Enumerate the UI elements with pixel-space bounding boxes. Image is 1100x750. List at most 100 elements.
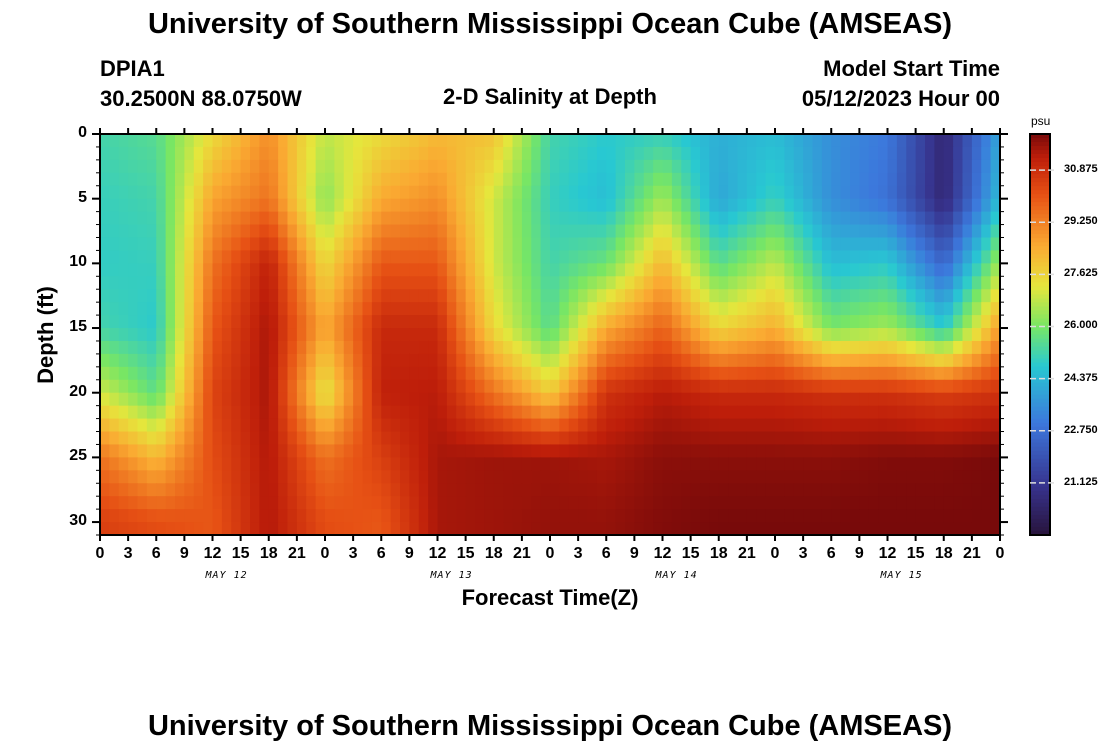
colorbar-band	[1030, 266, 1050, 271]
heatmap-cell	[465, 496, 476, 510]
heatmap-cell	[437, 250, 448, 264]
heatmap-cell	[146, 379, 157, 394]
heatmap-cell	[268, 340, 279, 355]
heatmap-cell	[990, 366, 1000, 381]
heatmap-cell	[137, 496, 148, 510]
heatmap-cell	[137, 353, 148, 368]
heatmap-cell	[475, 250, 485, 264]
heatmap-cell	[418, 418, 429, 433]
heatmap-cell	[803, 250, 814, 264]
heatmap-cell	[418, 496, 429, 510]
heatmap-cell	[325, 340, 335, 355]
heatmap-cell	[503, 146, 514, 161]
heatmap-cell	[437, 198, 448, 213]
heatmap-cell	[409, 276, 420, 290]
heatmap-cell	[259, 366, 270, 381]
heatmap-cell	[737, 405, 748, 420]
heatmap-cell	[596, 198, 607, 213]
heatmap-cell	[981, 315, 992, 329]
heatmap-cell	[606, 392, 617, 407]
colorbar-band	[1030, 410, 1050, 416]
heatmap-cell	[700, 159, 710, 174]
heatmap-cell	[578, 392, 589, 407]
x-tick-label: 6	[376, 545, 386, 562]
heatmap-cell	[531, 340, 542, 355]
heatmap-cell	[671, 444, 682, 458]
heatmap-cell	[906, 250, 917, 264]
heatmap-cell	[343, 185, 354, 200]
heatmap-cell	[568, 328, 579, 342]
heatmap-cell	[165, 263, 176, 277]
heatmap-cell	[278, 289, 289, 303]
heatmap-cell	[812, 185, 823, 200]
heatmap-cell	[306, 198, 317, 213]
heatmap-cell	[240, 198, 251, 213]
heatmap-cell	[259, 522, 270, 535]
heatmap-cell	[409, 509, 420, 523]
heatmap-cell	[596, 263, 607, 277]
heatmap-cell	[587, 302, 598, 316]
heatmap-cell	[193, 340, 204, 355]
heatmap-cell	[512, 392, 523, 407]
heatmap-cell	[221, 509, 232, 523]
heatmap-cell	[550, 172, 560, 187]
heatmap-cell	[521, 237, 532, 252]
heatmap-cell	[334, 522, 345, 535]
colorbar-band	[1030, 350, 1050, 356]
colorbar-band	[1030, 474, 1050, 480]
heatmap-cell	[887, 146, 898, 161]
heatmap-cell	[840, 302, 851, 316]
heatmap-cell	[934, 211, 945, 226]
heatmap-cell	[840, 172, 851, 187]
heatmap-cell	[296, 366, 307, 381]
heatmap-cell	[400, 405, 410, 420]
heatmap-cell	[906, 392, 917, 407]
heatmap-cell	[334, 263, 345, 277]
heatmap-cell	[925, 134, 935, 148]
heatmap-cell	[503, 276, 514, 290]
heatmap-cell	[868, 185, 879, 200]
heatmap-cell	[906, 276, 917, 290]
heatmap-cell	[662, 328, 673, 342]
heatmap-cell	[953, 340, 964, 355]
heatmap-cell	[231, 250, 242, 264]
heatmap-cell	[296, 328, 307, 342]
heatmap-cell	[775, 353, 785, 368]
heatmap-cell	[681, 237, 692, 252]
heatmap-cell	[934, 470, 945, 484]
heatmap-cell	[203, 263, 214, 277]
heatmap-cell	[625, 185, 635, 200]
heatmap-cell	[840, 263, 851, 277]
heatmap-cell	[962, 470, 973, 484]
heatmap-cell	[690, 198, 701, 213]
heatmap-cell	[971, 379, 982, 394]
heatmap-cell	[128, 185, 139, 200]
heatmap-cell	[568, 431, 579, 446]
heatmap-cell	[634, 444, 645, 458]
heatmap-cell	[653, 146, 664, 161]
heatmap-cell	[409, 470, 420, 484]
heatmap-cell	[428, 522, 439, 535]
heatmap-cell	[343, 340, 354, 355]
heatmap-cell	[456, 328, 467, 342]
heatmap-cell	[981, 405, 992, 420]
heatmap-cell	[362, 250, 373, 264]
heatmap-cell	[456, 470, 467, 484]
heatmap-cell	[615, 237, 626, 252]
heatmap-cell	[728, 198, 739, 213]
heatmap-cell	[934, 224, 945, 239]
heatmap-cell	[240, 405, 251, 420]
heatmap-cell	[259, 159, 270, 174]
heatmap-cell	[559, 418, 570, 433]
heatmap-cell	[756, 522, 767, 535]
x-tick-label: 21	[737, 545, 756, 562]
heatmap-cell	[587, 237, 598, 252]
heatmap-cell	[484, 379, 495, 394]
heatmap-cell	[681, 250, 692, 264]
heatmap-cell	[315, 237, 326, 252]
heatmap-cell	[409, 431, 420, 446]
heatmap-cell	[878, 509, 889, 523]
heatmap-cell	[990, 224, 1000, 239]
heatmap-cell	[578, 405, 589, 420]
heatmap-cell	[990, 146, 1000, 161]
